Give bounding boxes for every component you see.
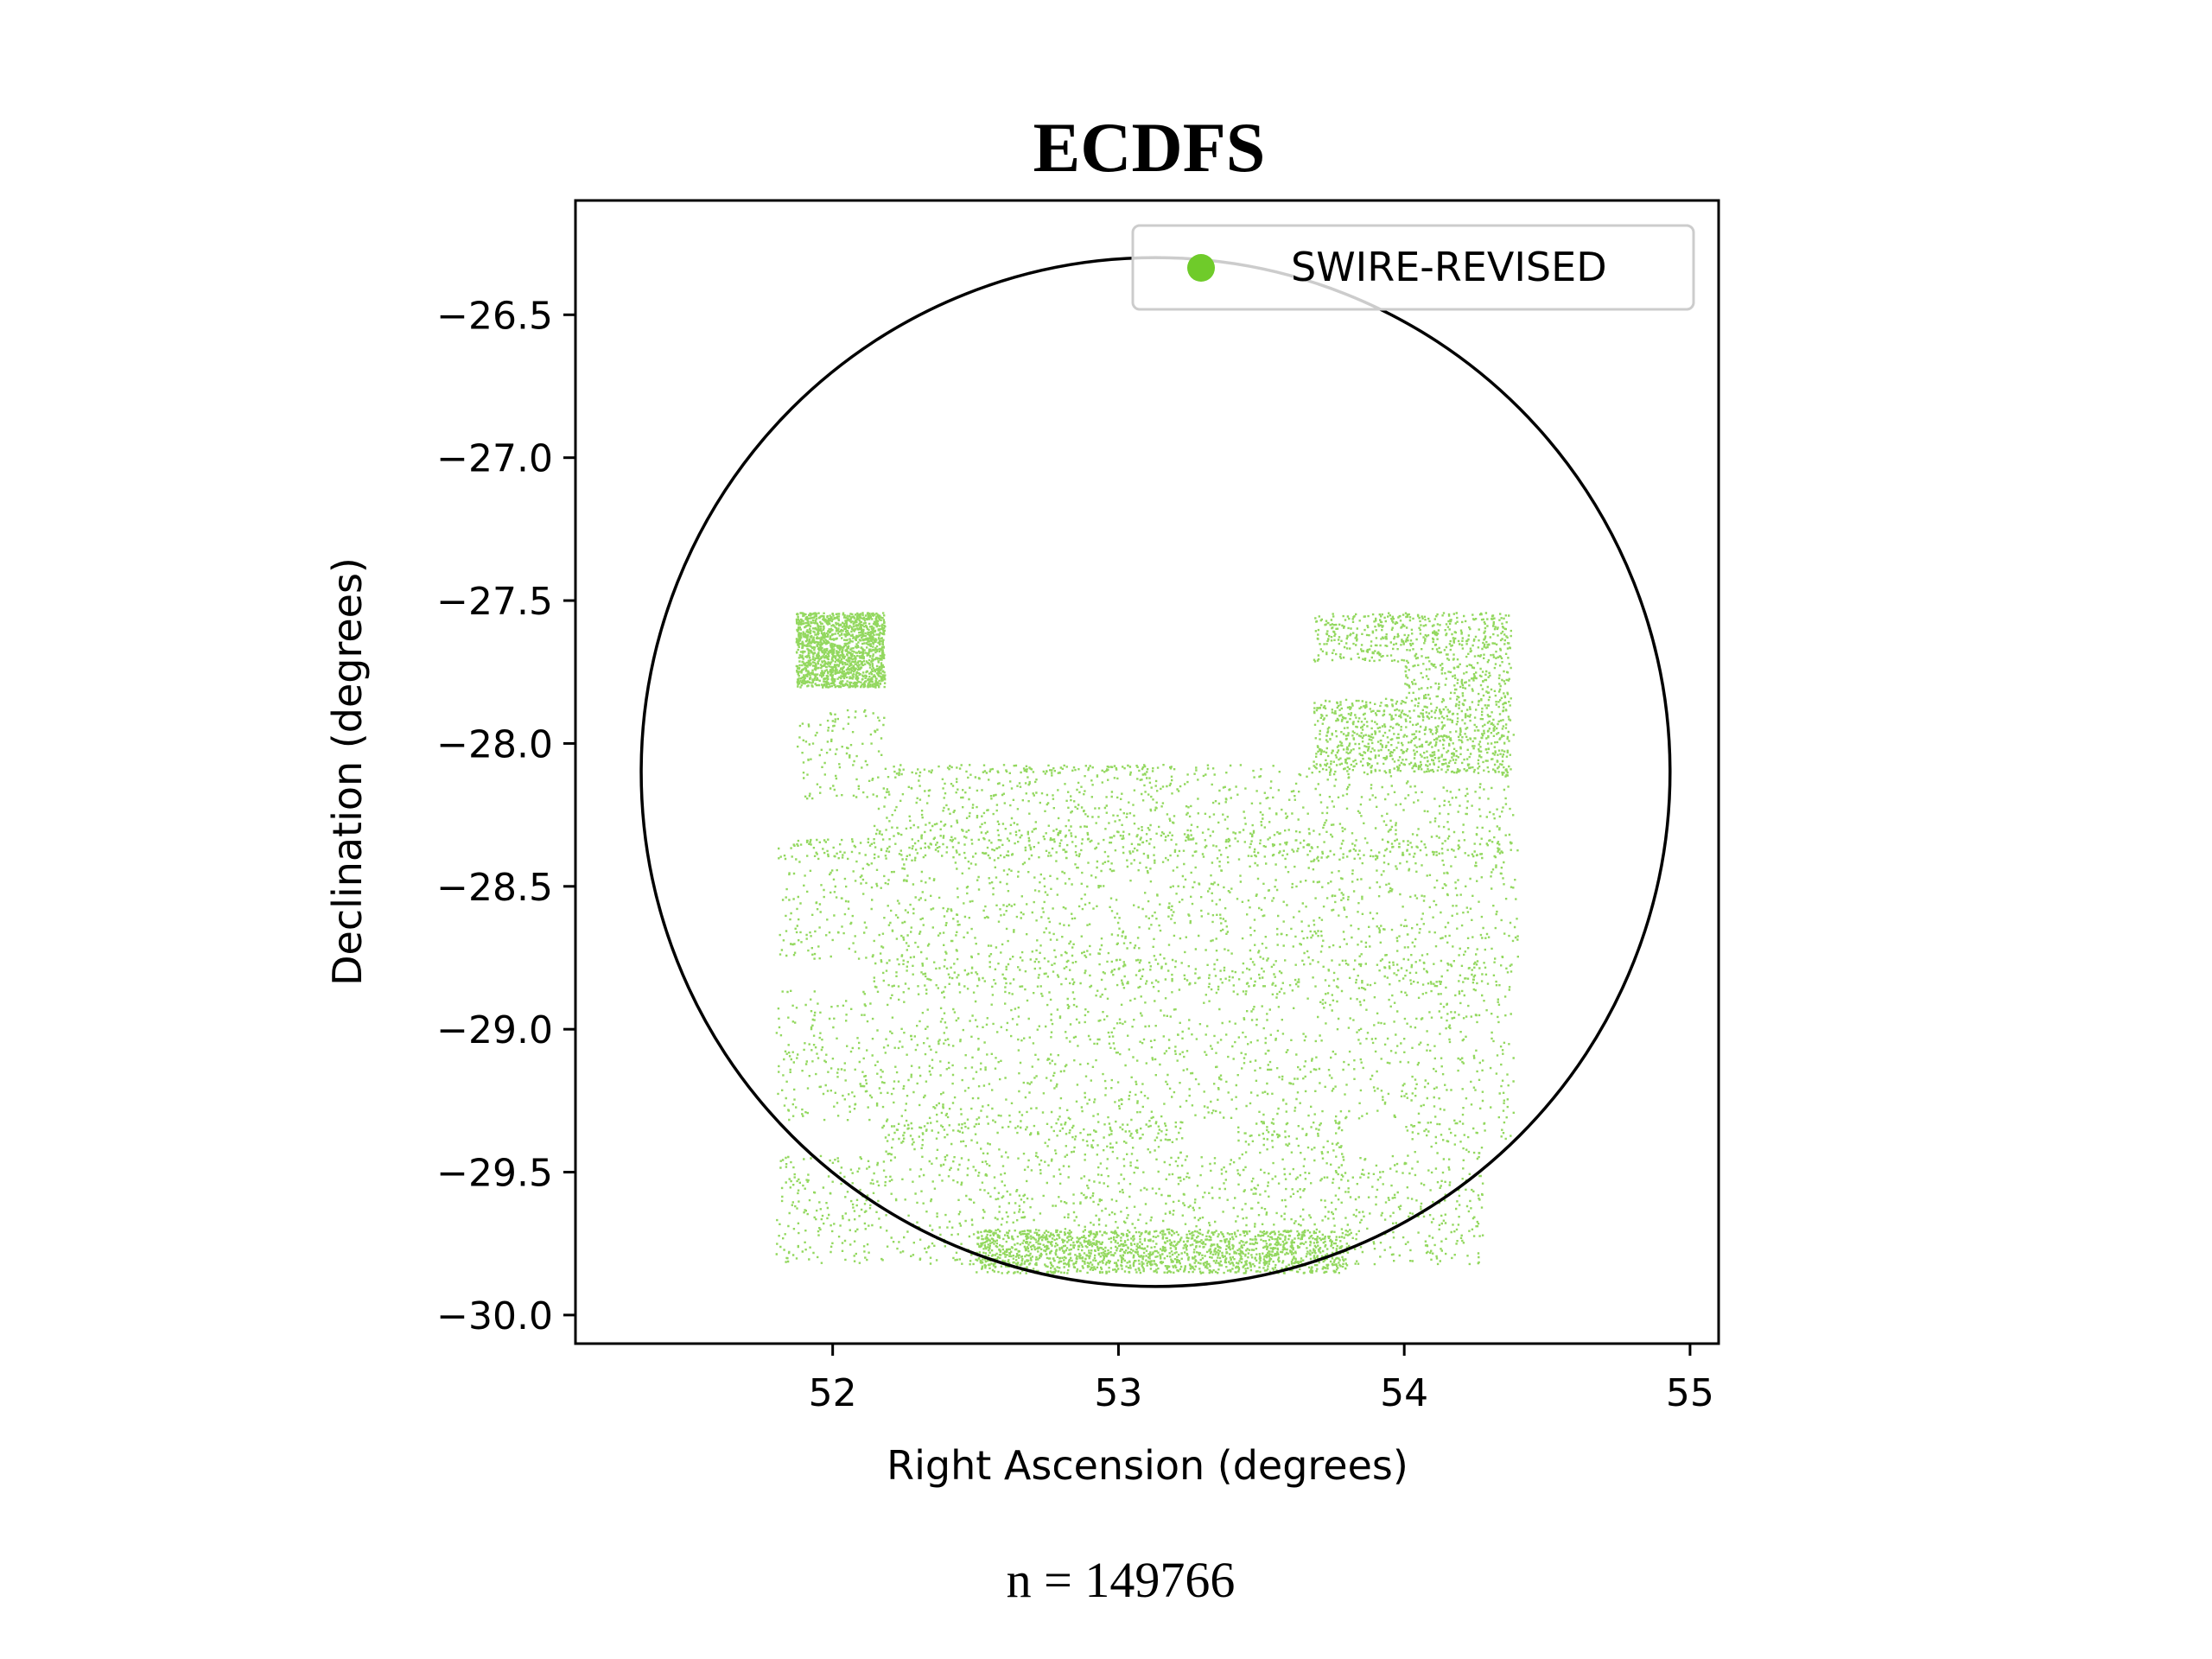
y-axis: −26.5 −27.0 −27.5 −28.0 −28.5 −29.0 −29.5 −30.0 [436,294,575,1338]
legend-label-swire-revised: SWIRE-REVISED [1291,244,1607,290]
x-tick-label: 54 [1380,1371,1428,1415]
scatter-points-swire-revised [775,612,1519,1274]
y-tick-label: −29.5 [436,1152,553,1196]
y-tick-label: −30.0 [436,1294,553,1338]
field-boundary-circle [639,256,1672,1288]
y-tick-label: −27.0 [436,437,553,481]
x-tick-label: 52 [809,1371,857,1415]
y-tick-label: −27.5 [436,580,553,624]
legend-marker-swire-revised [1187,254,1215,282]
x-axis-label: Right Ascension (degrees) [887,1442,1408,1489]
legend: SWIRE-REVISED [1131,224,1695,311]
y-tick-label: −29.0 [436,1008,553,1052]
legend-box [1131,224,1695,311]
x-tick-label: 53 [1094,1371,1142,1415]
y-tick-label: −28.5 [436,866,553,910]
plot-frame [574,199,1720,1345]
x-axis: 52 53 54 55 [809,1344,1714,1415]
plot-area [574,199,1720,1345]
y-tick-label: −26.5 [436,294,553,338]
scatter-series-swire-revised [775,612,1519,1274]
y-axis-label: Declination (degrees) [324,557,371,986]
y-tick-label: −28.0 [436,722,553,766]
x-tick-label: 55 [1666,1371,1714,1415]
chart-title: ECDFS [1033,108,1266,187]
sample-count: n = 149766 [1007,1552,1236,1608]
